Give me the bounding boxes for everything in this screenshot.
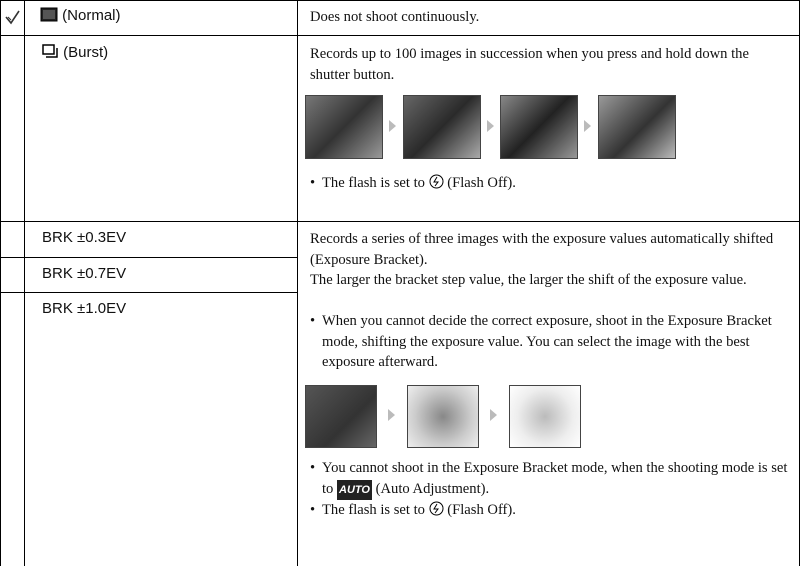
rule: [0, 35, 800, 36]
rule: [0, 0, 1, 566]
description: The larger the bracket step value, the l…: [310, 272, 747, 288]
flash-off-icon: [429, 501, 444, 516]
note-text: (Auto Adjustment).: [375, 480, 490, 497]
mode-label: BRK ±1.0EV: [42, 300, 127, 317]
mode-label: BRK ±0.7EV: [42, 265, 127, 282]
description: Records up to 100 images in succession w…: [310, 46, 749, 83]
rule: [0, 0, 800, 1]
rule: [0, 221, 800, 222]
rule: [297, 0, 298, 566]
note: The flash is set to (Flash Off).: [310, 500, 792, 521]
arrow: [584, 120, 591, 132]
check-icon: [5, 10, 20, 25]
rule: [24, 0, 25, 566]
arrow: [490, 409, 497, 421]
arrow: [487, 120, 494, 132]
photo: [403, 95, 481, 159]
mode-label: (Burst): [42, 44, 108, 61]
photo: [598, 95, 676, 159]
photo: [305, 385, 377, 448]
note-text: (Flash Off).: [447, 175, 516, 191]
rule: [799, 0, 800, 566]
description: Records a series of three images with th…: [310, 231, 774, 268]
note-text: You cannot shoot in the Exposure Bracket…: [322, 460, 788, 497]
arrow: [388, 409, 395, 421]
tip: When you cannot decide the correct expos…: [310, 311, 792, 373]
mode-label: BRK ±0.3EV: [42, 229, 127, 246]
rule: [0, 257, 297, 258]
note-text: (Flash Off).: [447, 502, 516, 518]
photo: [407, 385, 479, 448]
normal-icon: [40, 7, 58, 22]
note: You cannot shoot in the Exposure Bracket…: [310, 458, 792, 500]
note-text: The flash is set to: [322, 502, 425, 518]
auto-icon: AUTO: [337, 479, 372, 500]
photo: [509, 385, 581, 448]
flash-off-icon: [429, 174, 444, 189]
arrow: [389, 120, 396, 132]
note: The flash is set to (Flash Off).: [310, 173, 792, 194]
label: (Burst): [63, 44, 109, 61]
photo: [500, 95, 578, 159]
description: Does not shoot continuously.: [310, 9, 480, 25]
burst-icon: [42, 44, 58, 58]
note-text: The flash is set to: [322, 175, 425, 191]
label: (Normal): [62, 7, 121, 24]
photo: [305, 95, 383, 159]
mode-label: (Normal): [40, 7, 121, 24]
rule: [0, 292, 297, 293]
